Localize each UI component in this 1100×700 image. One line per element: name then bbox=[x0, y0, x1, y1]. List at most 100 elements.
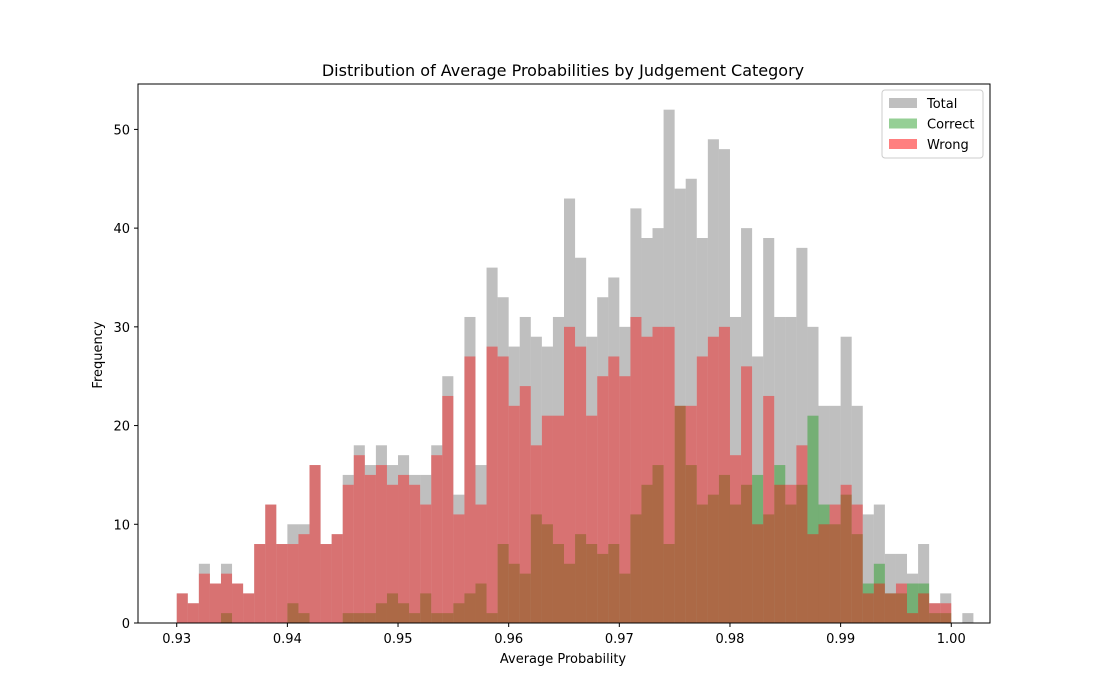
bar-correct bbox=[696, 504, 708, 623]
bar-correct bbox=[619, 573, 631, 623]
y-axis-label: Frequency bbox=[91, 321, 106, 388]
bar-total bbox=[729, 316, 742, 623]
bar-wrong bbox=[475, 504, 487, 623]
bar-wrong bbox=[851, 504, 863, 623]
bar-wrong bbox=[663, 326, 675, 623]
x-tick-label: 0.98 bbox=[715, 632, 744, 647]
bar-wrong bbox=[497, 356, 509, 623]
bar-correct bbox=[508, 563, 520, 623]
bar-correct bbox=[862, 583, 874, 623]
bar-total bbox=[608, 277, 620, 623]
bar-total bbox=[409, 474, 421, 623]
series-correct bbox=[220, 405, 952, 623]
bar-total bbox=[929, 603, 941, 623]
bar-total bbox=[741, 228, 753, 623]
bar-total bbox=[176, 593, 188, 623]
bar-total bbox=[187, 603, 199, 623]
bar-correct bbox=[796, 484, 808, 623]
x-tick-label: 0.96 bbox=[494, 632, 523, 647]
bar-total bbox=[597, 297, 609, 623]
bar-wrong bbox=[298, 534, 310, 623]
bar-wrong bbox=[198, 573, 210, 623]
bar-correct bbox=[829, 524, 841, 623]
bar-total bbox=[232, 583, 244, 623]
bar-correct bbox=[807, 415, 819, 623]
bar-wrong bbox=[807, 534, 819, 623]
bar-total bbox=[475, 465, 487, 623]
legend-swatch-wrong bbox=[889, 139, 917, 149]
bar-wrong bbox=[641, 336, 653, 623]
bar-total bbox=[220, 563, 233, 623]
bar-total bbox=[575, 257, 587, 623]
bar-correct bbox=[918, 583, 930, 623]
bar-total bbox=[309, 465, 321, 623]
bar-correct bbox=[298, 613, 310, 623]
bar-correct bbox=[884, 593, 896, 623]
bar-wrong bbox=[630, 316, 642, 623]
bar-wrong bbox=[530, 445, 542, 623]
bar-total bbox=[685, 178, 697, 623]
bar-total bbox=[541, 346, 553, 623]
bar-wrong bbox=[243, 593, 255, 623]
bar-total bbox=[254, 544, 266, 623]
x-axis-label: Average Probability bbox=[500, 652, 627, 667]
bar-wrong bbox=[508, 405, 520, 623]
bar-wrong bbox=[718, 326, 730, 623]
y-tick-label: 50 bbox=[113, 123, 130, 138]
bar-total bbox=[342, 474, 354, 623]
bar-correct bbox=[364, 613, 376, 623]
bar-total bbox=[298, 524, 310, 623]
bar-wrong bbox=[652, 326, 664, 623]
bar-correct bbox=[940, 613, 952, 623]
bar-wrong bbox=[254, 544, 266, 623]
bar-wrong bbox=[209, 583, 221, 623]
x-tick-label: 0.93 bbox=[162, 632, 191, 647]
bar-total bbox=[564, 198, 576, 623]
bar-wrong bbox=[176, 593, 188, 623]
y-tick-label: 30 bbox=[113, 321, 130, 336]
chart-title: Distribution of Average Probabilities by… bbox=[322, 61, 804, 80]
bar-wrong bbox=[685, 405, 697, 623]
bar-correct bbox=[895, 593, 908, 623]
bar-correct bbox=[630, 514, 642, 623]
legend-swatch-total bbox=[889, 98, 917, 108]
bar-wrong bbox=[895, 583, 908, 623]
bar-wrong bbox=[575, 346, 587, 623]
bar-wrong bbox=[818, 524, 830, 623]
bar-total bbox=[386, 465, 399, 623]
bar-correct bbox=[741, 484, 753, 623]
bar-total bbox=[663, 109, 675, 623]
legend: Total Correct Wrong bbox=[881, 89, 984, 159]
bar-total bbox=[375, 445, 387, 623]
bar-correct bbox=[575, 534, 587, 623]
bar-correct bbox=[342, 613, 354, 623]
bar-correct bbox=[718, 474, 730, 623]
bar-wrong bbox=[265, 504, 277, 623]
bar-wrong bbox=[608, 356, 620, 623]
bar-correct bbox=[564, 563, 576, 623]
bar-correct bbox=[431, 613, 443, 623]
y-tick-label: 40 bbox=[113, 222, 130, 237]
bars-layer bbox=[176, 109, 974, 624]
bar-total bbox=[895, 553, 908, 623]
bar-total bbox=[442, 376, 454, 623]
bar-wrong bbox=[187, 603, 199, 623]
bar-wrong bbox=[707, 336, 719, 623]
bar-total bbox=[331, 534, 343, 623]
bar-wrong bbox=[597, 376, 609, 623]
bar-total bbox=[840, 336, 852, 623]
bar-total bbox=[353, 445, 365, 623]
bar-wrong bbox=[342, 484, 354, 623]
bar-wrong bbox=[486, 346, 498, 623]
bar-total bbox=[862, 514, 874, 623]
bar-correct bbox=[608, 544, 620, 623]
bar-total bbox=[464, 316, 476, 623]
x-tick-label: 0.99 bbox=[826, 632, 855, 647]
bar-wrong bbox=[220, 573, 233, 623]
bar-correct bbox=[685, 465, 697, 623]
bar-correct bbox=[497, 544, 509, 623]
bar-correct bbox=[652, 465, 664, 623]
plot-frame bbox=[137, 83, 991, 624]
bar-wrong bbox=[564, 326, 576, 623]
bar-correct bbox=[541, 524, 553, 623]
